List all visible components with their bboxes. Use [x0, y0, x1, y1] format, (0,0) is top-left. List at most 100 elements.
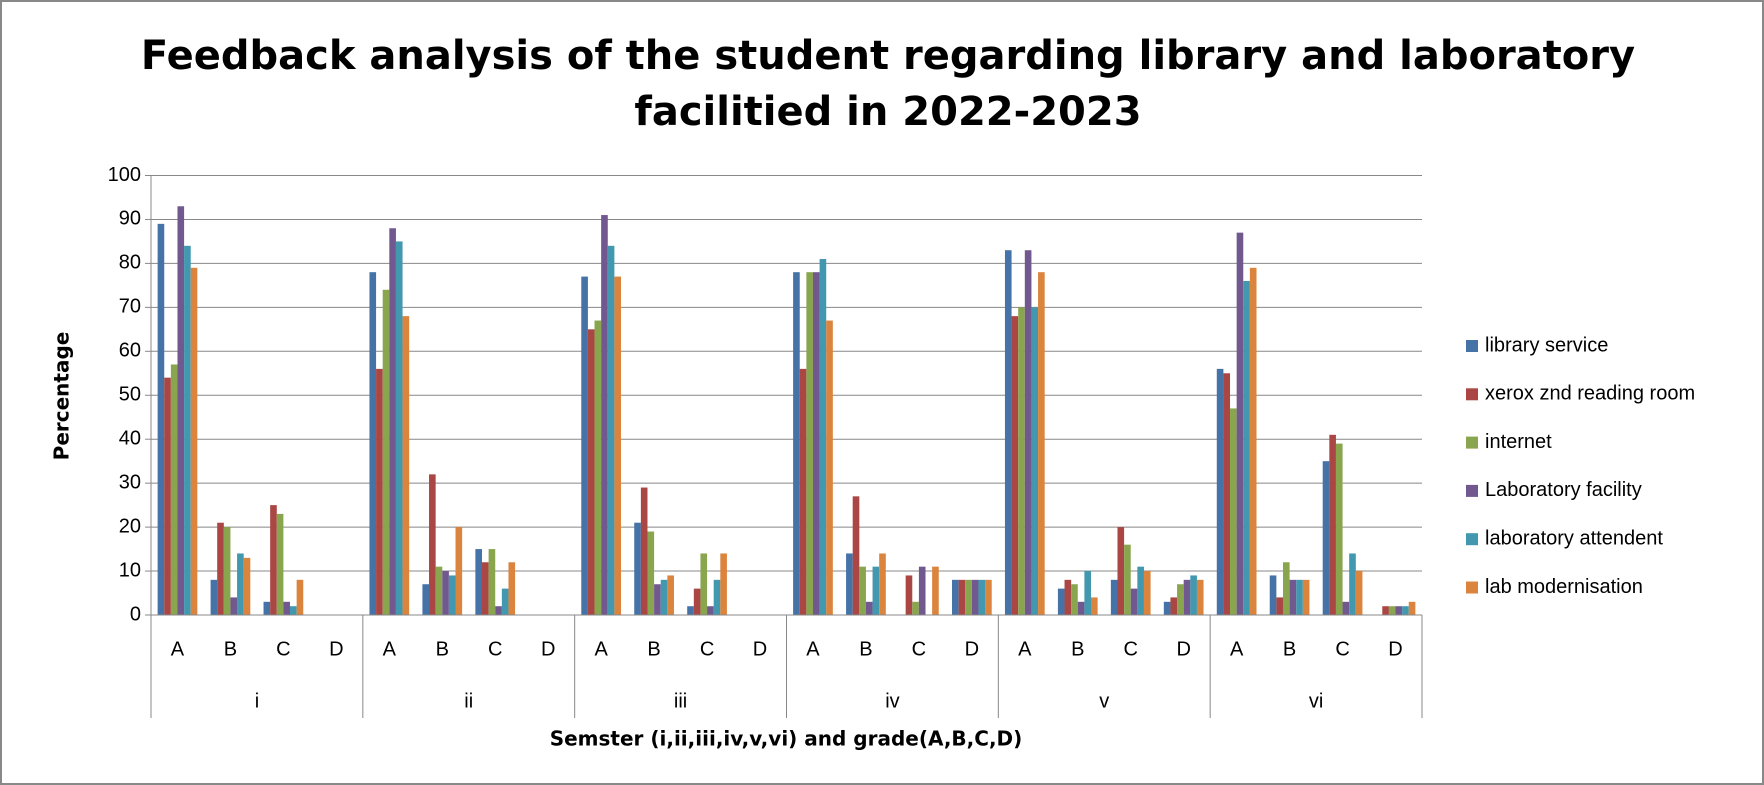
bar: [634, 522, 641, 615]
bar: [1236, 232, 1244, 615]
bar: [475, 549, 482, 615]
bar: [1038, 272, 1045, 615]
x-tick-label: A: [1018, 638, 1032, 660]
bar: [1355, 571, 1363, 615]
x-tick-label: D: [753, 638, 767, 660]
group-label: iv: [885, 690, 899, 712]
x-tick-label: B: [436, 638, 449, 660]
x-tick-label: B: [859, 638, 872, 660]
legend-swatch: [1466, 533, 1478, 546]
x-tick-label: B: [1283, 638, 1296, 660]
bar: [1276, 597, 1283, 615]
bar: [852, 496, 860, 615]
bar: [647, 531, 655, 615]
bar: [1296, 579, 1303, 615]
x-tick-label: B: [647, 638, 660, 660]
bar: [1163, 601, 1171, 615]
bar: [1342, 601, 1350, 615]
bar: [455, 527, 463, 615]
bar: [865, 601, 873, 615]
x-tick-label: A: [806, 638, 820, 660]
bar: [654, 584, 661, 615]
bar: [1004, 250, 1012, 615]
legend-label: lab modernisation: [1485, 576, 1643, 598]
bar: [1137, 566, 1144, 615]
bar: [826, 320, 833, 615]
bar: [1282, 562, 1290, 615]
bar: [812, 272, 820, 615]
x-tick-label: A: [594, 638, 608, 660]
bar: [1230, 408, 1237, 615]
bar: [958, 579, 966, 615]
x-tick-label: B: [1071, 638, 1084, 660]
bar: [1269, 575, 1277, 615]
x-tick-label: C: [1124, 638, 1138, 660]
legend-label: internet: [1485, 431, 1552, 453]
bar: [369, 272, 377, 615]
bar: [1170, 597, 1178, 615]
bar: [1335, 443, 1343, 615]
bar: [985, 579, 992, 615]
bar: [932, 566, 939, 615]
bar: [177, 206, 185, 615]
legend-label: Laboratory facility: [1485, 479, 1642, 501]
bar: [872, 566, 880, 615]
bar: [660, 579, 668, 615]
bar: [587, 329, 595, 615]
bar: [1388, 606, 1396, 615]
bar: [905, 575, 913, 615]
bar: [270, 505, 277, 615]
bar: [1143, 571, 1151, 615]
x-tick-label: D: [1176, 638, 1190, 660]
x-tick-label: B: [224, 638, 237, 660]
bar: [283, 601, 291, 615]
x-tick-label: A: [1230, 638, 1244, 660]
bar: [217, 522, 224, 615]
y-tick-label: 30: [119, 471, 141, 493]
bar: [1011, 316, 1019, 615]
bar: [435, 566, 443, 615]
bar: [1177, 584, 1184, 615]
bar: [1183, 579, 1191, 615]
bar: [296, 579, 304, 615]
bar: [713, 579, 721, 615]
group-label: v: [1099, 690, 1109, 712]
bar: [442, 571, 449, 615]
bar: [263, 601, 271, 615]
bar: [1349, 553, 1356, 615]
bar: [1064, 579, 1072, 615]
bar: [965, 579, 972, 615]
bar: [184, 245, 191, 615]
bar: [210, 579, 218, 615]
legend-swatch: [1466, 581, 1478, 594]
bar: [495, 606, 502, 615]
bar: [223, 527, 231, 615]
legend-swatch: [1466, 388, 1478, 401]
x-tick-label: C: [276, 638, 290, 660]
x-tick-label: D: [541, 638, 555, 660]
legend-swatch: [1466, 436, 1478, 449]
bar: [1382, 606, 1389, 615]
bar: [1110, 579, 1118, 615]
legend-label: xerox znd reading room: [1485, 383, 1695, 405]
bar: [157, 223, 165, 615]
x-tick-label: C: [1335, 638, 1349, 660]
bar: [912, 601, 919, 615]
legend-swatch: [1466, 340, 1478, 352]
bar: [230, 597, 238, 615]
bar: [1243, 280, 1250, 615]
bar: [1117, 527, 1125, 615]
bar: [1190, 575, 1197, 615]
x-tick-label: C: [488, 638, 502, 660]
bar: [951, 579, 959, 615]
bar: [859, 566, 866, 615]
y-tick-label: 70: [119, 296, 141, 318]
bar: [806, 272, 813, 615]
chart-title: Feedback analysis of the student regardi…: [141, 33, 1635, 79]
bar: [687, 606, 694, 615]
legend-label: laboratory attendent: [1485, 527, 1663, 549]
bar: [700, 553, 708, 615]
legend-label: library service: [1485, 334, 1608, 356]
bar: [1077, 601, 1085, 615]
